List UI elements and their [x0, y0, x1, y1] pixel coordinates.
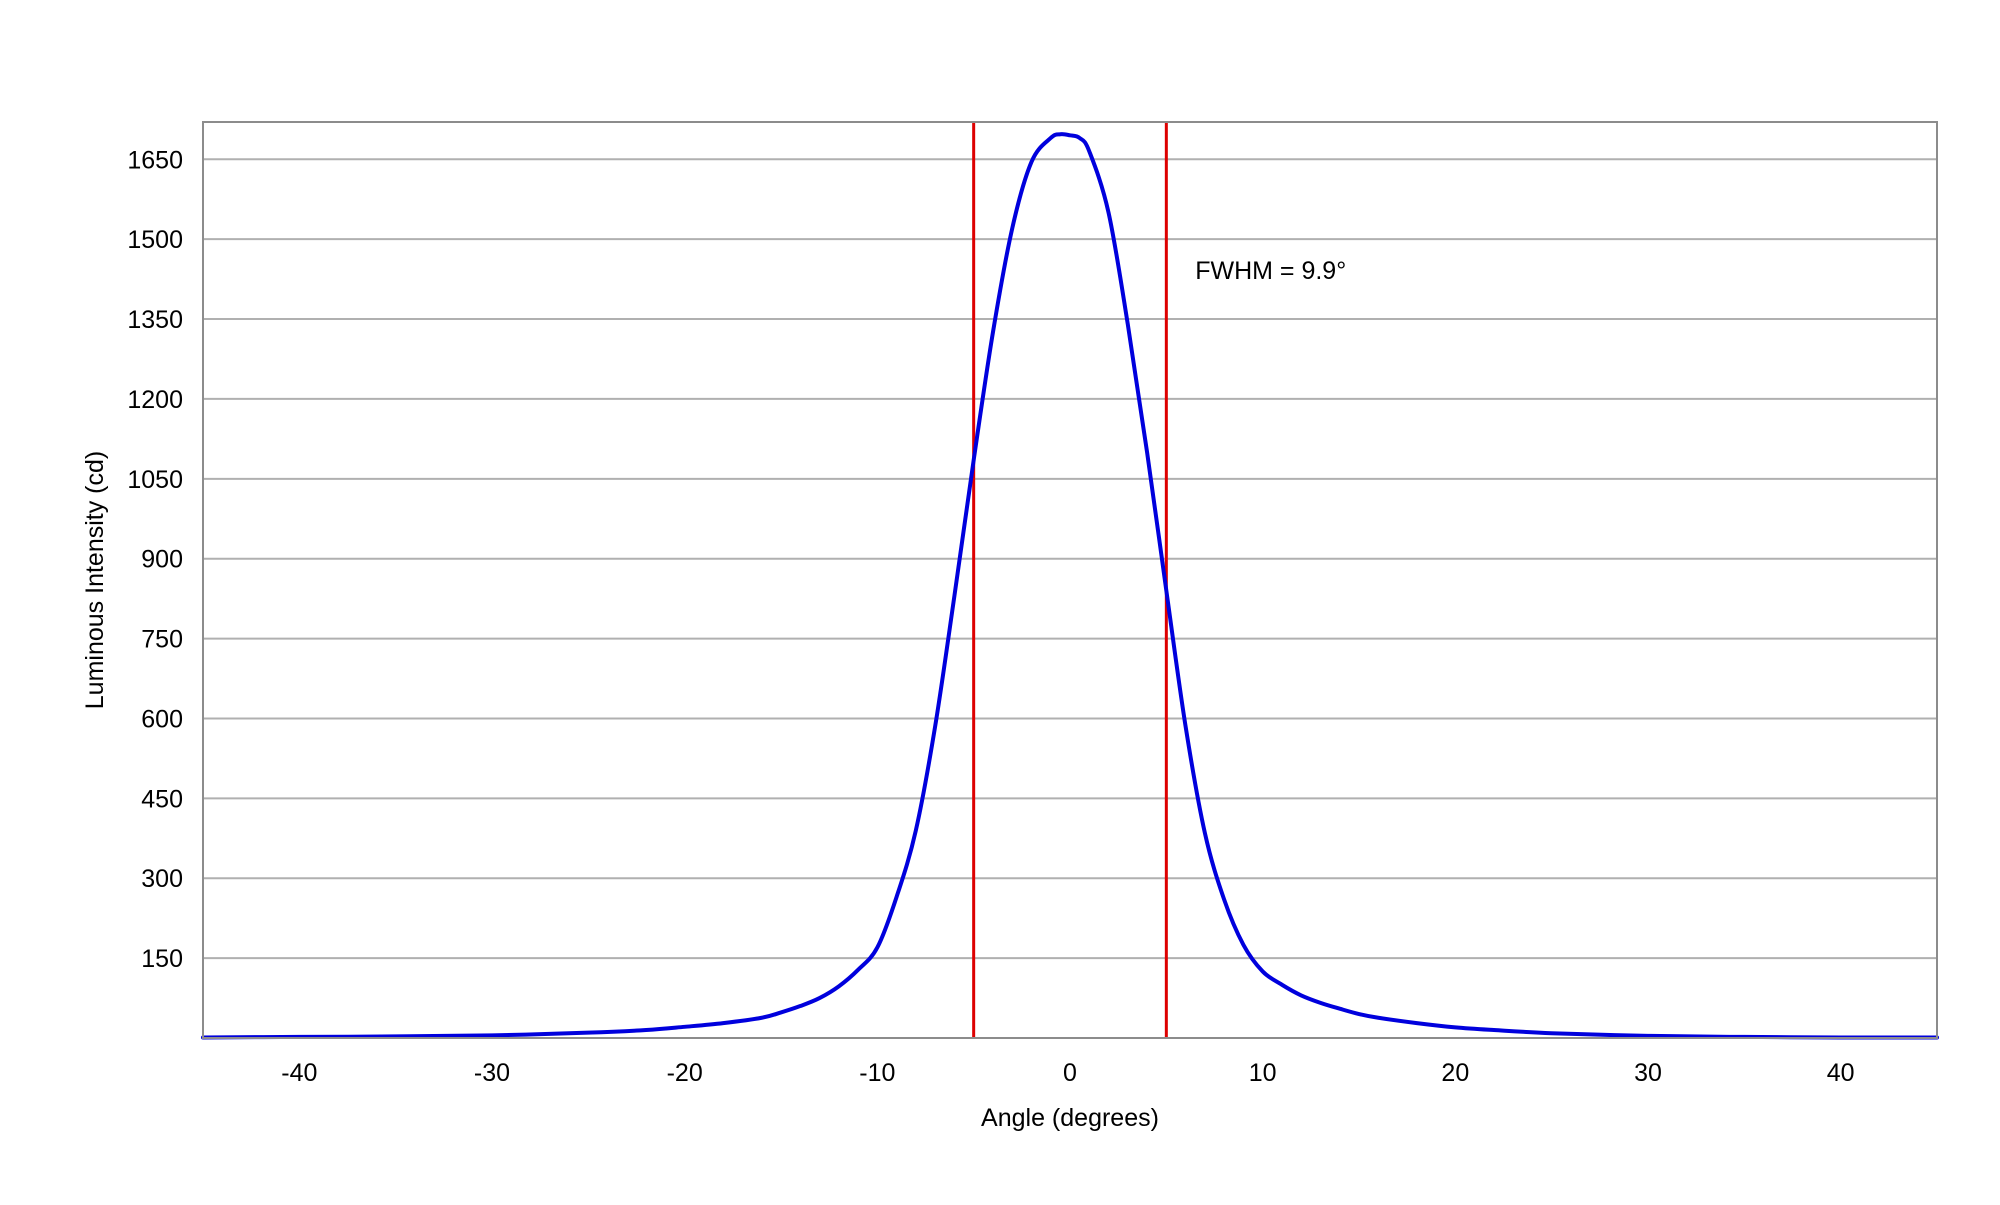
- y-axis-ticks: 150 300 450 600 750 900 1050 1200 1350 1500 1650: [127, 146, 183, 973]
- x-tick-label: 40: [1827, 1059, 1855, 1087]
- x-axis-ticks: -40 -30 -20 -10 0 10 20 30 40: [281, 1059, 1854, 1087]
- y-tick-label: 750: [141, 626, 183, 654]
- fwhm-annotation: FWHM = 9.9°: [1195, 257, 1346, 285]
- y-tick-label: 300: [141, 865, 183, 893]
- y-axis-title: Luminous Intensity (cd): [81, 451, 109, 709]
- gridlines: [203, 158, 1937, 960]
- x-tick-label: -40: [281, 1059, 317, 1087]
- y-tick-label: 1350: [127, 306, 183, 334]
- x-tick-label: -10: [859, 1059, 895, 1087]
- fwhm-marker-lines: [972, 122, 1168, 1038]
- y-tick-label: 1500: [127, 226, 183, 254]
- x-tick-label: 20: [1441, 1059, 1469, 1087]
- intensity-curve: [201, 132, 1939, 1040]
- y-tick-label: 900: [141, 546, 183, 574]
- y-tick-label: 1050: [127, 466, 183, 494]
- annotations: FWHM = 9.9°: [1195, 257, 1346, 285]
- y-tick-label: 600: [141, 705, 183, 733]
- y-tick-label: 1650: [127, 146, 183, 174]
- data-series: [201, 132, 1939, 1040]
- y-tick-label: 450: [141, 785, 183, 813]
- x-axis-title: Angle (degrees): [981, 1104, 1159, 1132]
- x-tick-label: 30: [1634, 1059, 1662, 1087]
- plot-frame: [202, 121, 1938, 1039]
- x-tick-label: 10: [1249, 1059, 1277, 1087]
- y-tick-label: 150: [141, 945, 183, 973]
- x-tick-label: -20: [667, 1059, 703, 1087]
- y-tick-label: 1200: [127, 386, 183, 414]
- x-tick-label: 0: [1063, 1059, 1077, 1087]
- x-tick-label: -30: [474, 1059, 510, 1087]
